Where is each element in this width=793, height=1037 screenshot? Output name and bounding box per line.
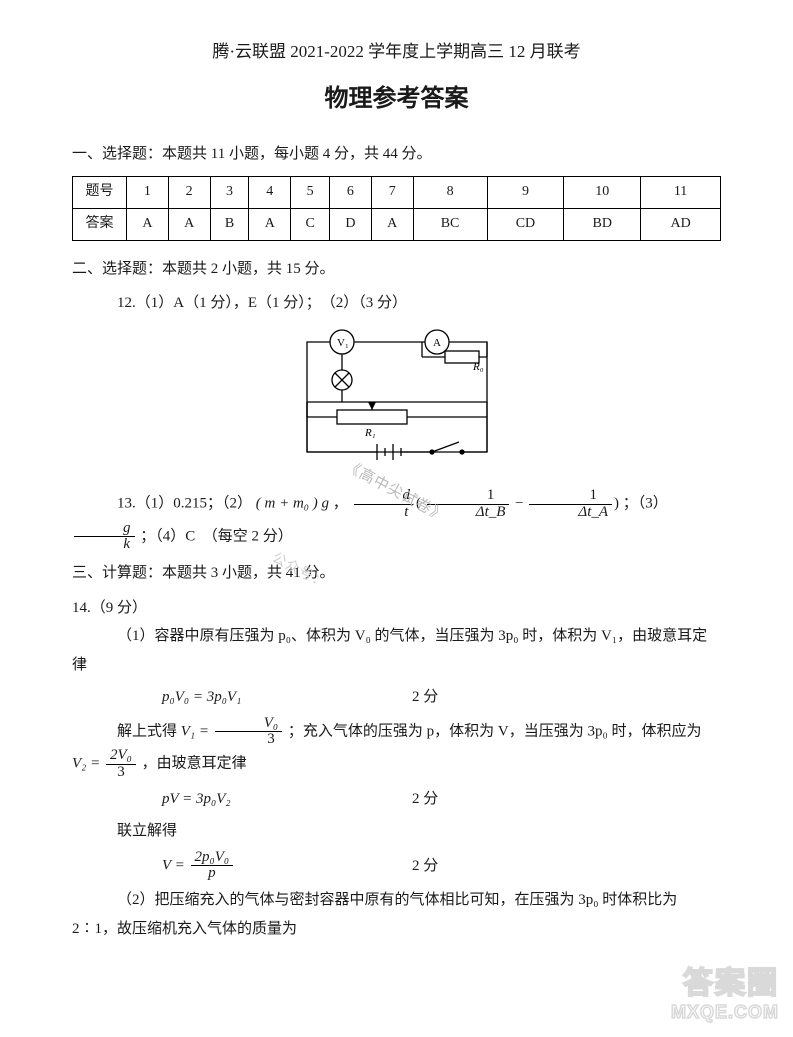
q13-prefix: 13.（1）0.215；（2）	[117, 496, 252, 512]
q13: 13.（1）0.215；（2） ( m + m₀ ) g ， d t ( 1 Δ…	[72, 488, 721, 553]
q13-expr1: ( m + m₀ ) g	[256, 496, 329, 512]
section3-heading: 三、计算题：本题共 3 小题，共 41 分。	[72, 559, 721, 588]
section2-heading: 二、选择题：本题共 2 小题，共 15 分。	[72, 255, 721, 284]
den: 3	[106, 765, 136, 781]
q14-p2: 解上式得 V₁ = V₀ 3 ；充入气体的压强为 p，体积为 V，当压强为 3p…	[72, 716, 721, 749]
label-r0: R₀	[472, 361, 484, 373]
cell: 8	[413, 177, 487, 209]
eq3-lhs: V =	[162, 857, 185, 873]
eq3-row: V = 2p₀V₀ p 2 分	[72, 850, 721, 883]
cell: A	[371, 208, 413, 240]
label-r1: R₁	[364, 427, 376, 439]
cell: 9	[487, 177, 564, 209]
cell: 3	[210, 177, 249, 209]
cell: D	[330, 208, 372, 240]
eq2: pV = 3p₀V₂	[72, 785, 412, 814]
cell: BD	[564, 208, 641, 240]
page: 腾·云联盟 2021-2022 学年度上学期高三 12 月联考 物理参考答案 一…	[0, 0, 793, 983]
den: k	[74, 537, 135, 553]
frac-dta: 1 Δt_A	[529, 488, 612, 521]
cell: 7	[371, 177, 413, 209]
q14-p1: （1）容器中原有压强为 p₀、体积为 V₀ 的气体，当压强为 3p₀ 时，体积为…	[72, 622, 721, 679]
num: V₀	[215, 716, 282, 733]
den: Δt_B	[427, 505, 510, 521]
brand-cn: 答案圈	[671, 958, 779, 1002]
cell: A	[127, 208, 169, 240]
cell: A	[249, 208, 291, 240]
answer-table: 题号 1 2 3 4 5 6 7 8 9 10 11 答案 A A B A C …	[72, 176, 721, 240]
eq2-row: pV = 3p₀V₂ 2 分	[72, 785, 721, 814]
eq1-row: p₀V₀ = 3p₀V₁ 2 分	[72, 683, 721, 712]
row-label: 题号	[73, 177, 127, 209]
brand-url: MXQE.COM	[671, 1002, 779, 1023]
eq3-pts: 2 分	[412, 852, 438, 881]
eq2-pts: 2 分	[412, 785, 438, 814]
den: 3	[215, 732, 282, 748]
q14-p3: V₂ = 2V₀ 3 ，由玻意耳定律	[72, 748, 721, 781]
frac-g-k: g k	[74, 521, 135, 554]
eq1: p₀V₀ = 3p₀V₁	[72, 683, 412, 712]
p2b: ；充入气体的压强为 p，体积为 V，当压强为 3p₀ 时，体积应为	[288, 723, 702, 739]
cell: BC	[413, 208, 487, 240]
q14-head: 14.（9 分）	[72, 594, 721, 623]
cell: 2	[168, 177, 210, 209]
num: 2p₀V₀	[191, 850, 234, 867]
den: p	[191, 866, 234, 882]
q13-sep2: ；（3）	[623, 496, 668, 512]
cell: 5	[291, 177, 330, 209]
frac-dtb: 1 Δt_B	[427, 488, 510, 521]
num: g	[74, 521, 135, 538]
p2a: 解上式得	[117, 723, 181, 739]
den: t	[354, 505, 415, 521]
frac-d-t: d t	[354, 488, 415, 521]
cell: 10	[564, 177, 641, 209]
row-label: 答案	[73, 208, 127, 240]
num: 1	[529, 488, 612, 505]
cell: 1	[127, 177, 169, 209]
num: 1	[427, 488, 510, 505]
cell: B	[210, 208, 249, 240]
cell: 6	[330, 177, 372, 209]
cell: A	[168, 208, 210, 240]
p3b: ，由玻意耳定律	[142, 756, 247, 772]
num: 2V₀	[106, 748, 136, 765]
num: d	[354, 488, 415, 505]
p3-lhs: V₂ =	[72, 756, 100, 772]
section1-heading: 一、选择题：本题共 11 小题，每小题 4 分，共 44 分。	[72, 140, 721, 169]
brand-watermark: 答案圈 MXQE.COM	[671, 958, 779, 1023]
cell: 11	[641, 177, 721, 209]
q13-tail: ；（4）C （每空 2 分）	[140, 528, 293, 544]
table-row: 答案 A A B A C D A BC CD BD AD	[73, 208, 721, 240]
cell: CD	[487, 208, 564, 240]
circuit-svg: V₁ A R₀ R₁	[287, 322, 507, 472]
den: Δt_A	[529, 505, 612, 521]
frac-eq3: 2p₀V₀ p	[191, 850, 234, 883]
table-row: 题号 1 2 3 4 5 6 7 8 9 10 11	[73, 177, 721, 209]
eq3: V = 2p₀V₀ p	[72, 850, 412, 883]
q12: 12.（1）A（1 分），E（1 分）； （2）（3 分）	[72, 289, 721, 318]
q14-p5: （2）把压缩充入的气体与密封容器中原有的气体相比可知，在压强为 3p₀ 时体积比…	[72, 886, 721, 943]
exam-header: 腾·云联盟 2021-2022 学年度上学期高三 12 月联考	[72, 36, 721, 68]
circuit-diagram: V₁ A R₀ R₁	[72, 322, 721, 483]
p2-lhs: V₁ =	[181, 723, 209, 739]
label-a: A	[433, 337, 441, 349]
frac-v0-3: V₀ 3	[215, 716, 282, 749]
page-title: 物理参考答案	[72, 76, 721, 122]
q13-sep1: ，	[333, 496, 348, 512]
label-v: V₁	[337, 337, 349, 349]
eq1-pts: 2 分	[412, 683, 438, 712]
frac-2v0-3: 2V₀ 3	[106, 748, 136, 781]
cell: C	[291, 208, 330, 240]
q14-p4: 联立解得	[72, 817, 721, 846]
cell: 4	[249, 177, 291, 209]
cell: AD	[641, 208, 721, 240]
